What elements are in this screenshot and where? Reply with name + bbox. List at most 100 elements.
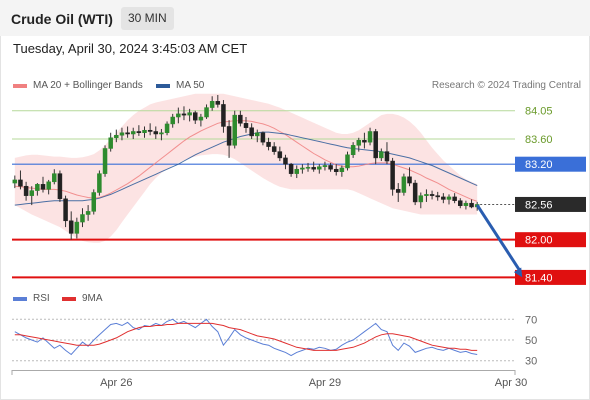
candle-body bbox=[384, 151, 390, 162]
candle bbox=[463, 200, 469, 210]
candle bbox=[243, 117, 249, 133]
candle-body bbox=[226, 126, 232, 146]
candle bbox=[255, 129, 260, 143]
candle bbox=[12, 175, 18, 189]
candle bbox=[193, 110, 198, 124]
candle-body bbox=[85, 211, 91, 215]
candle-body bbox=[463, 202, 469, 206]
candle-body bbox=[198, 116, 204, 121]
candle-body bbox=[147, 129, 153, 132]
candle bbox=[401, 173, 407, 196]
x-tick-label: Apr 30 bbox=[495, 377, 527, 389]
candle bbox=[108, 132, 113, 152]
ma50-label: MA 50 bbox=[176, 80, 205, 91]
level-label: 84.05 bbox=[525, 106, 553, 118]
candle bbox=[46, 179, 51, 195]
candle bbox=[18, 170, 23, 190]
candle-body bbox=[469, 202, 474, 208]
candle-body bbox=[40, 184, 46, 190]
rsi-ma-label: 9MA bbox=[82, 293, 103, 304]
legend-ma50: MA 50 bbox=[156, 80, 204, 91]
level-label: 83.60 bbox=[525, 134, 553, 146]
candle-body bbox=[362, 140, 367, 143]
candle bbox=[407, 167, 412, 187]
forecast-arrow-shaft bbox=[475, 204, 522, 273]
candle bbox=[260, 131, 266, 146]
candle bbox=[452, 193, 457, 204]
candle-body bbox=[23, 185, 29, 196]
legend-ma20: MA 20 + Bollinger Bands bbox=[13, 80, 143, 91]
candle bbox=[362, 132, 367, 149]
candle bbox=[379, 148, 384, 162]
candle bbox=[271, 142, 277, 155]
candle-body bbox=[350, 145, 356, 156]
candle-body bbox=[114, 135, 119, 139]
x-tick-label: Apr 26 bbox=[100, 377, 132, 389]
rsi-tick-label: 30 bbox=[525, 356, 537, 368]
candle-body bbox=[68, 220, 74, 234]
candle bbox=[170, 113, 175, 128]
rsi-swatch bbox=[13, 296, 27, 301]
bollinger-band bbox=[14, 93, 478, 243]
candle-body bbox=[108, 137, 113, 149]
candle-body bbox=[238, 114, 243, 124]
candle-body bbox=[356, 140, 362, 146]
candle-body bbox=[159, 132, 164, 135]
ma20-label: MA 20 + Bollinger Bands bbox=[33, 80, 143, 91]
candle-body bbox=[322, 165, 328, 167]
candle bbox=[232, 110, 237, 149]
candle bbox=[288, 162, 294, 177]
candle bbox=[283, 154, 288, 170]
candle-body bbox=[91, 192, 97, 212]
candle bbox=[395, 183, 401, 202]
candle-body bbox=[221, 104, 226, 127]
level-label: 82.00 bbox=[525, 235, 553, 247]
candle-body bbox=[74, 221, 80, 234]
candle bbox=[97, 170, 102, 196]
candle bbox=[164, 121, 170, 136]
candle bbox=[441, 193, 446, 204]
legend-rsi-ma: 9MA bbox=[62, 293, 103, 304]
candle-body bbox=[429, 194, 435, 196]
candle bbox=[119, 127, 125, 141]
candle-body bbox=[283, 157, 288, 165]
candle bbox=[350, 142, 356, 158]
candle bbox=[130, 127, 136, 140]
candle bbox=[390, 157, 395, 196]
timestamp: Tuesday, April 30, 2024 3:45:03 AM CET bbox=[13, 41, 248, 56]
instrument-title: Crude Oil (WTI) bbox=[11, 11, 113, 27]
candle-body bbox=[441, 196, 446, 200]
candle-body bbox=[12, 179, 18, 184]
candle bbox=[29, 186, 34, 206]
candle bbox=[181, 106, 187, 121]
candle-body bbox=[125, 132, 130, 135]
candle-body bbox=[46, 181, 51, 190]
level-label-box bbox=[515, 232, 586, 248]
candle-body bbox=[153, 131, 159, 135]
candle bbox=[226, 120, 232, 158]
ma50-swatch bbox=[156, 83, 170, 88]
candle bbox=[187, 108, 192, 122]
candle-body bbox=[181, 113, 187, 116]
candle bbox=[384, 142, 390, 165]
candle-body bbox=[333, 168, 339, 172]
candle-body bbox=[412, 182, 418, 203]
candle-body bbox=[458, 200, 463, 206]
rsi-line bbox=[14, 318, 478, 357]
candle-body bbox=[29, 190, 34, 196]
candle-body bbox=[187, 112, 192, 116]
candle bbox=[142, 126, 147, 138]
level-label-box bbox=[515, 196, 586, 212]
candle bbox=[74, 217, 80, 239]
x-tick-label: Apr 29 bbox=[309, 377, 341, 389]
interval-badge[interactable]: 30 MIN bbox=[121, 7, 174, 30]
candle bbox=[153, 126, 159, 140]
candle-body bbox=[136, 131, 142, 133]
candle bbox=[159, 128, 164, 141]
credit-text: Research © 2024 Trading Central bbox=[431, 80, 581, 91]
candle bbox=[305, 162, 311, 172]
candle-body bbox=[305, 167, 311, 169]
candle bbox=[91, 189, 97, 215]
candle bbox=[322, 161, 328, 171]
